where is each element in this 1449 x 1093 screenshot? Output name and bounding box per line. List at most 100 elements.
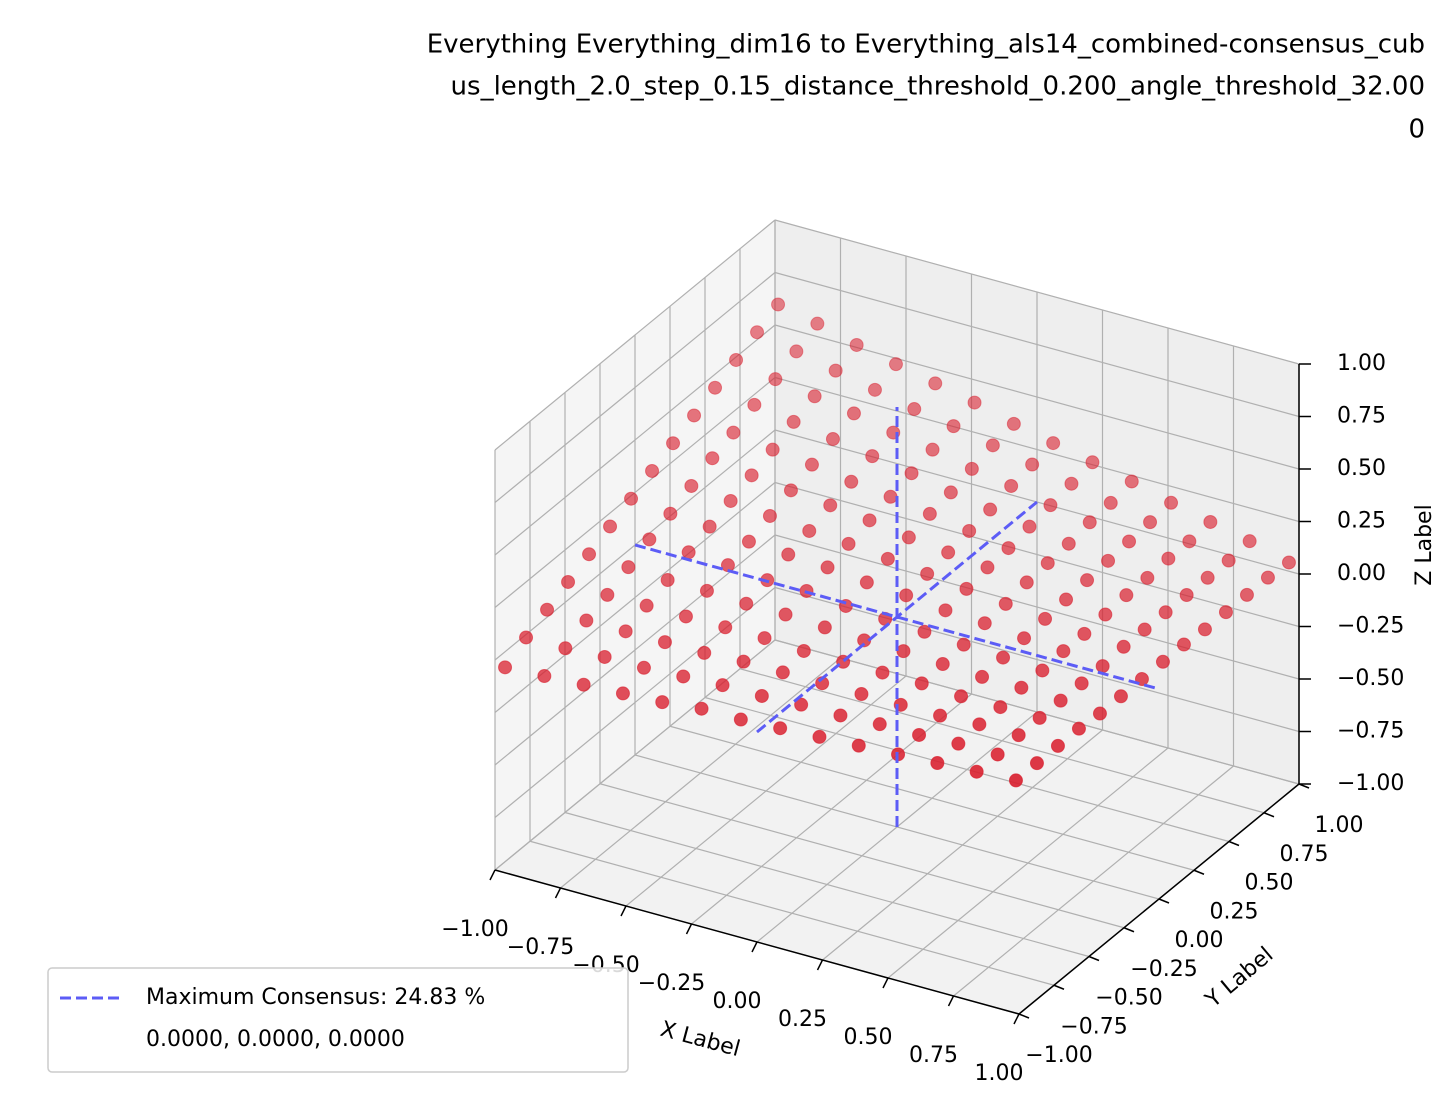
point: [1218, 605, 1233, 620]
point: [636, 660, 651, 675]
point: [1050, 738, 1065, 753]
grid-line: [494, 324, 776, 556]
point: [922, 506, 937, 521]
point: [851, 738, 866, 753]
point: [783, 483, 798, 498]
point: [1164, 495, 1179, 510]
y-axis-label: Y Label: [1200, 942, 1278, 1013]
point: [825, 432, 840, 447]
point: [1059, 592, 1074, 607]
z-tick-label: −0.75: [1337, 719, 1404, 744]
point: [846, 406, 861, 421]
x-tick-label: −0.75: [507, 935, 574, 960]
point: [699, 583, 714, 598]
point: [1053, 693, 1068, 708]
point: [872, 717, 887, 732]
point: [684, 478, 699, 493]
point: [1043, 498, 1058, 513]
point: [925, 442, 940, 457]
point: [862, 513, 877, 528]
point: [1113, 689, 1128, 704]
point: [849, 337, 864, 352]
point: [907, 402, 922, 417]
point: [914, 676, 929, 691]
point: [1143, 515, 1158, 530]
y-tick-label: 0.00: [1175, 928, 1224, 953]
y-tick-label: 0.25: [1210, 899, 1259, 924]
point: [904, 466, 919, 481]
point: [657, 635, 672, 650]
point: [708, 380, 723, 395]
point: [972, 717, 987, 732]
point: [1074, 676, 1089, 691]
point: [804, 457, 819, 472]
point: [624, 491, 639, 506]
point: [660, 573, 675, 588]
point: [794, 697, 809, 712]
point: [744, 468, 759, 483]
point: [1025, 457, 1040, 472]
tick-mark: [816, 959, 824, 971]
tick-mark: [947, 995, 955, 1007]
point: [615, 686, 630, 701]
grid-line: [564, 811, 1090, 958]
point: [880, 551, 895, 566]
point: [1056, 644, 1071, 659]
y-tick-label: −0.75: [1060, 1014, 1127, 1039]
point: [935, 657, 950, 672]
point: [498, 660, 513, 675]
point: [723, 493, 738, 508]
point: [1122, 534, 1137, 549]
point: [775, 665, 790, 680]
grid-line: [774, 271, 1300, 418]
point: [993, 700, 1008, 715]
point: [786, 414, 801, 429]
point: [1101, 553, 1116, 568]
point: [1035, 663, 1050, 678]
point: [561, 574, 576, 589]
grid-line: [774, 219, 1300, 365]
x-tick-label: 0.00: [713, 989, 762, 1014]
point: [678, 609, 693, 624]
point: [823, 498, 838, 513]
consensus-line: [634, 543, 1160, 691]
point: [1022, 519, 1037, 534]
point: [938, 603, 953, 618]
point: [1046, 436, 1061, 451]
point: [954, 689, 969, 704]
point: [681, 545, 696, 560]
grid-line: [774, 376, 1300, 523]
point: [1239, 587, 1254, 602]
point: [639, 598, 654, 613]
y-tick-label: −1.00: [1025, 1043, 1092, 1068]
z-tick-label: −0.25: [1337, 614, 1404, 639]
tick-mark: [1018, 1013, 1030, 1019]
grid-line: [494, 534, 776, 766]
chart-title: Everything Everything_dim16 to Everythin…: [427, 30, 1425, 60]
point: [705, 451, 720, 466]
z-tick-label: 0.00: [1337, 561, 1386, 586]
grid-line: [704, 696, 1230, 843]
point: [977, 616, 992, 631]
legend-label: 0.0000, 0.0000, 0.0000: [146, 1027, 405, 1052]
point: [996, 650, 1011, 665]
point: [964, 461, 979, 476]
point: [883, 489, 898, 504]
grid-line: [529, 840, 1055, 986]
point: [1119, 588, 1134, 603]
point: [621, 560, 636, 575]
point: [1071, 721, 1086, 736]
point: [975, 669, 990, 684]
legend-label: Maximum Consensus: 24.83 %: [146, 985, 485, 1010]
point: [1155, 654, 1170, 669]
point: [663, 506, 678, 521]
point: [1029, 756, 1044, 771]
point: [1124, 474, 1139, 489]
point: [729, 352, 744, 367]
point: [998, 596, 1013, 611]
point: [1061, 536, 1076, 551]
grid-line: [774, 586, 1300, 733]
point: [810, 316, 825, 331]
x-tick-label: −0.25: [638, 971, 705, 996]
point: [854, 687, 869, 702]
